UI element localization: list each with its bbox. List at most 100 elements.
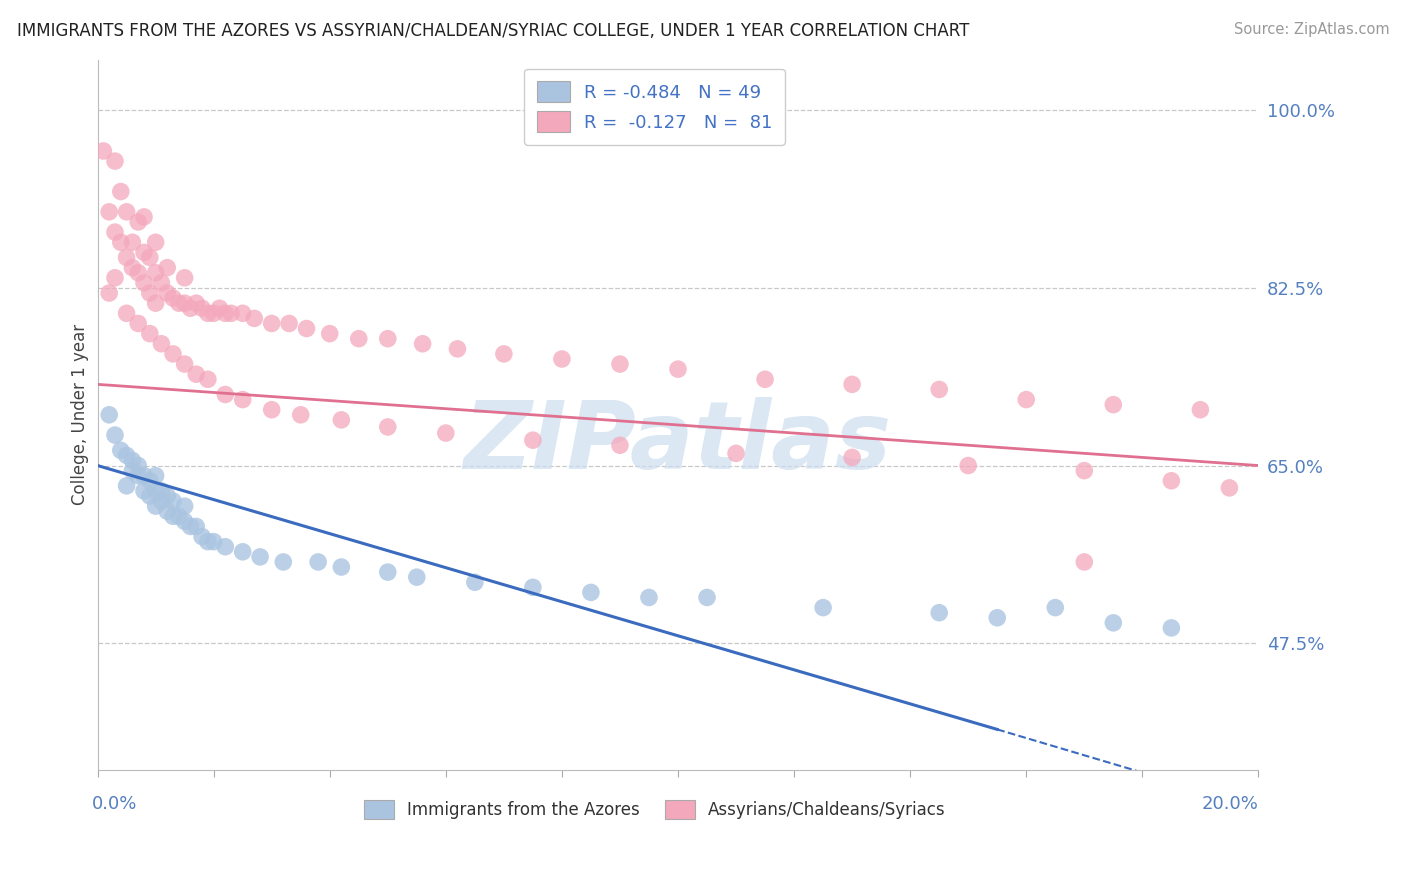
Point xyxy=(609,357,631,371)
Point xyxy=(278,317,301,331)
Point xyxy=(132,276,155,290)
Point xyxy=(754,372,776,386)
Point xyxy=(145,483,167,498)
Point xyxy=(214,306,236,320)
Point xyxy=(197,306,219,320)
Point xyxy=(115,479,138,493)
Point xyxy=(446,342,468,356)
Point xyxy=(110,185,132,199)
Point xyxy=(150,276,173,290)
Point xyxy=(928,606,950,620)
Point xyxy=(377,332,399,346)
Point xyxy=(377,420,399,434)
Point xyxy=(173,499,195,513)
Point xyxy=(145,235,167,250)
Point xyxy=(98,408,121,422)
Point xyxy=(167,509,190,524)
Point xyxy=(214,540,236,554)
Point xyxy=(609,438,631,452)
Point xyxy=(1189,402,1212,417)
Point xyxy=(162,347,184,361)
Point xyxy=(696,591,718,605)
Point xyxy=(104,270,127,285)
Point xyxy=(638,591,661,605)
Legend: Immigrants from the Azores, Assyrians/Chaldeans/Syriacs: Immigrants from the Azores, Assyrians/Ch… xyxy=(357,793,952,826)
Point xyxy=(139,474,162,488)
Text: 0.0%: 0.0% xyxy=(91,796,138,814)
Point xyxy=(156,489,179,503)
Point xyxy=(150,494,173,508)
Point xyxy=(522,433,544,447)
Point xyxy=(957,458,980,473)
Point xyxy=(928,383,950,397)
Point xyxy=(197,534,219,549)
Point xyxy=(115,306,138,320)
Point xyxy=(98,204,121,219)
Point xyxy=(162,494,184,508)
Point xyxy=(434,426,457,441)
Point xyxy=(841,450,863,465)
Point xyxy=(202,306,225,320)
Point xyxy=(579,585,602,599)
Point xyxy=(139,489,162,503)
Point xyxy=(219,306,242,320)
Point xyxy=(551,351,574,366)
Text: Source: ZipAtlas.com: Source: ZipAtlas.com xyxy=(1233,22,1389,37)
Point xyxy=(127,266,149,280)
Point xyxy=(132,468,155,483)
Point xyxy=(260,402,283,417)
Text: 20.0%: 20.0% xyxy=(1202,796,1258,814)
Point xyxy=(1073,555,1095,569)
Point xyxy=(162,509,184,524)
Point xyxy=(1102,615,1125,630)
Point xyxy=(811,600,834,615)
Point xyxy=(191,301,214,316)
Point xyxy=(167,296,190,310)
Point xyxy=(139,285,162,300)
Point xyxy=(121,464,143,478)
Point xyxy=(186,519,208,533)
Point xyxy=(1218,481,1240,495)
Text: IMMIGRANTS FROM THE AZORES VS ASSYRIAN/CHALDEAN/SYRIAC COLLEGE, UNDER 1 YEAR COR: IMMIGRANTS FROM THE AZORES VS ASSYRIAN/C… xyxy=(17,22,969,40)
Point xyxy=(127,468,149,483)
Point xyxy=(110,235,132,250)
Point xyxy=(243,311,266,326)
Point xyxy=(208,301,231,316)
Point xyxy=(347,332,370,346)
Point xyxy=(1102,398,1125,412)
Point xyxy=(179,301,201,316)
Point xyxy=(522,580,544,594)
Point xyxy=(132,483,155,498)
Point xyxy=(295,321,318,335)
Point xyxy=(156,285,179,300)
Point xyxy=(319,326,342,341)
Point xyxy=(121,235,143,250)
Point xyxy=(377,565,399,579)
Point xyxy=(145,266,167,280)
Point xyxy=(197,372,219,386)
Point xyxy=(110,443,132,458)
Point xyxy=(156,504,179,518)
Point xyxy=(986,611,1008,625)
Point xyxy=(145,296,167,310)
Point xyxy=(145,499,167,513)
Point xyxy=(139,326,162,341)
Point xyxy=(330,413,353,427)
Point xyxy=(115,449,138,463)
Point xyxy=(405,570,427,584)
Point xyxy=(132,245,155,260)
Point xyxy=(179,519,201,533)
Point xyxy=(249,549,271,564)
Point xyxy=(273,555,295,569)
Point xyxy=(104,225,127,239)
Point xyxy=(162,291,184,305)
Point xyxy=(186,368,208,382)
Point xyxy=(307,555,329,569)
Point xyxy=(330,560,353,574)
Point xyxy=(173,296,195,310)
Point xyxy=(186,296,208,310)
Point xyxy=(1073,464,1095,478)
Point xyxy=(121,453,143,467)
Point xyxy=(173,270,195,285)
Point xyxy=(150,336,173,351)
